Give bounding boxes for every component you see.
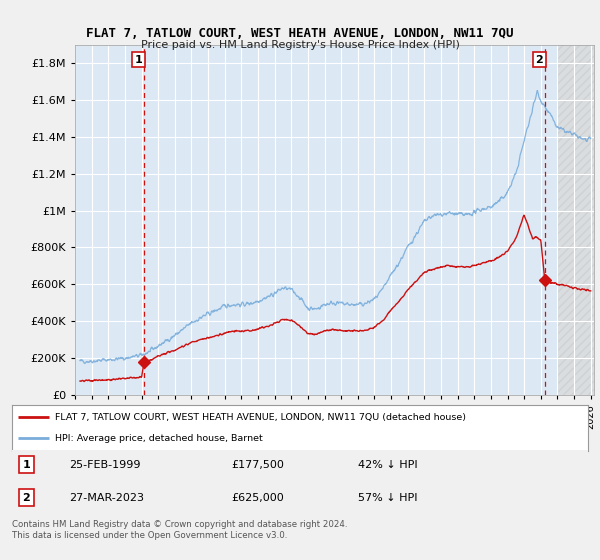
Text: 25-FEB-1999: 25-FEB-1999	[70, 460, 141, 470]
Text: Contains HM Land Registry data © Crown copyright and database right 2024.
This d: Contains HM Land Registry data © Crown c…	[12, 520, 347, 540]
Text: FLAT 7, TATLOW COURT, WEST HEATH AVENUE, LONDON, NW11 7QU: FLAT 7, TATLOW COURT, WEST HEATH AVENUE,…	[86, 27, 514, 40]
Text: 2: 2	[535, 54, 543, 64]
Text: 2: 2	[23, 493, 30, 503]
Text: £625,000: £625,000	[231, 493, 284, 503]
Bar	[557, 45, 594, 395]
Text: 57% ↓ HPI: 57% ↓ HPI	[358, 493, 417, 503]
Text: 42% ↓ HPI: 42% ↓ HPI	[358, 460, 417, 470]
Text: Price paid vs. HM Land Registry's House Price Index (HPI): Price paid vs. HM Land Registry's House …	[140, 40, 460, 50]
Text: 1: 1	[23, 460, 30, 470]
Text: FLAT 7, TATLOW COURT, WEST HEATH AVENUE, LONDON, NW11 7QU (detached house): FLAT 7, TATLOW COURT, WEST HEATH AVENUE,…	[55, 413, 466, 422]
Text: 27-MAR-2023: 27-MAR-2023	[70, 493, 145, 503]
Text: 1: 1	[134, 54, 142, 64]
Text: £177,500: £177,500	[231, 460, 284, 470]
Text: HPI: Average price, detached house, Barnet: HPI: Average price, detached house, Barn…	[55, 434, 263, 443]
